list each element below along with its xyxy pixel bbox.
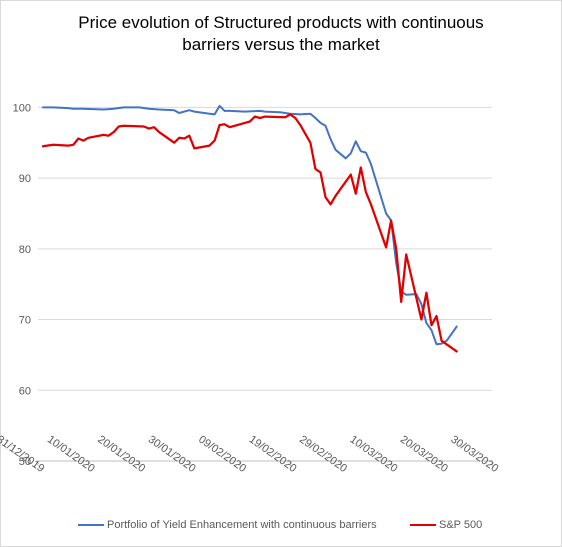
chart-title: Price evolution of Structured products w… — [0, 12, 562, 56]
y-tick-label-90: 90 — [19, 173, 31, 185]
legend-label-sp500: S&P 500 — [439, 519, 483, 531]
x-tick-label-0: 31/12/2019 — [0, 434, 46, 475]
x-tick-label-9: 30/03/2020 — [448, 434, 500, 475]
series-line-sp500 — [41, 113, 458, 353]
y-tick-label-60: 60 — [19, 385, 31, 397]
legend-label-portfolio: Portfolio of Yield Enhancement with cont… — [107, 519, 377, 531]
x-tick-label-1: 10/01/2020 — [45, 434, 97, 475]
legend: Portfolio of Yield Enhancement with cont… — [0, 516, 562, 534]
chart-title-line-1: Price evolution of Structured products w… — [78, 13, 484, 32]
chart-title-line-2: barriers versus the market — [182, 35, 380, 54]
y-tick-label-100: 100 — [13, 102, 31, 114]
legend-item-portfolio[interactable]: Portfolio of Yield Enhancement with cont… — [78, 516, 377, 534]
x-axis: 31/12/201910/01/202020/01/202030/01/2020… — [0, 434, 500, 475]
x-tick-label-8: 20/03/2020 — [398, 434, 450, 475]
y-axis-tick-labels: 50 60 70 80 90 100 — [13, 102, 31, 468]
x-tick-label-4: 09/02/2020 — [196, 434, 248, 475]
y-tick-label-50: 50 — [19, 456, 31, 468]
x-tick-label-2: 20/01/2020 — [95, 434, 147, 475]
legend-item-sp500[interactable]: S&P 500 — [410, 516, 482, 534]
x-tick-label-6: 29/02/2020 — [297, 434, 349, 475]
x-tick-label-3: 30/01/2020 — [146, 434, 198, 475]
gridlines — [38, 106, 492, 391]
x-tick-label-7: 10/03/2020 — [348, 434, 400, 475]
legend-swatch-portfolio — [78, 524, 104, 527]
series-lines — [41, 104, 458, 353]
y-tick-label-80: 80 — [19, 244, 31, 256]
x-tick-label-5: 19/02/2020 — [247, 434, 299, 475]
y-tick-label-70: 70 — [19, 315, 31, 327]
legend-swatch-sp500 — [410, 524, 436, 527]
series-line-portfolio — [42, 104, 458, 346]
